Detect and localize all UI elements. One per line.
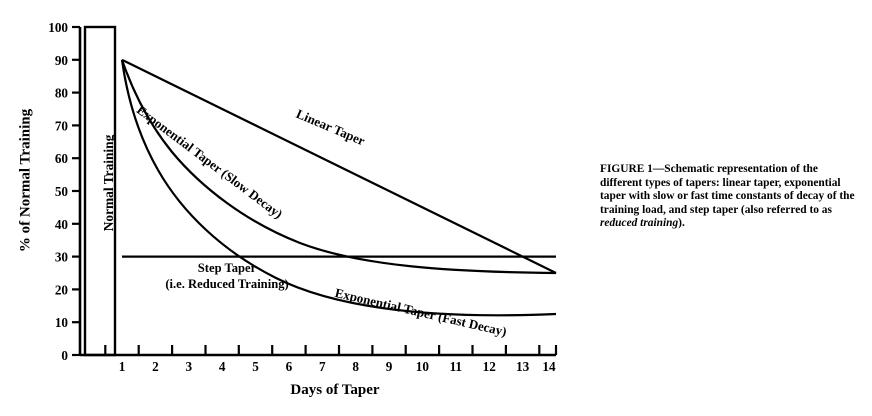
x-tick-11: 11 — [450, 359, 462, 374]
y-axis-title: % of Normal Training — [17, 108, 34, 253]
caption-figure-number: FIGURE 1 — [600, 163, 653, 175]
x-tick-labels: 1 2 3 4 5 6 7 8 9 10 11 12 13 14 — [119, 359, 556, 374]
normal-training-label: Normal Training — [101, 134, 116, 232]
caption-italic-term: reduced training — [600, 217, 679, 230]
x-tick-13: 13 — [516, 359, 530, 374]
y-tick-30: 30 — [55, 250, 69, 265]
y-tick-labels: 100 90 80 70 60 50 40 30 20 10 0 — [48, 20, 68, 363]
x-tick-3: 3 — [186, 359, 193, 374]
x-tick-14: 14 — [542, 359, 556, 374]
y-tick-40: 40 — [55, 217, 69, 232]
step-taper-label-line1: Step Taper — [197, 261, 257, 275]
y-tick-60: 60 — [55, 151, 69, 166]
y-tick-90: 90 — [55, 53, 69, 68]
x-axis-title: Days of Taper — [290, 382, 380, 398]
y-tick-50: 50 — [55, 184, 69, 199]
x-tick-9: 9 — [386, 359, 393, 374]
x-tick-4: 4 — [219, 359, 226, 374]
y-tick-100: 100 — [48, 20, 68, 35]
x-tick-7: 7 — [319, 359, 326, 374]
x-tick-12: 12 — [483, 359, 497, 374]
linear-taper-line — [121, 58, 557, 274]
x-tick-marks — [104, 345, 558, 355]
step-taper-label-line2: (i.e. Reduced Training) — [165, 276, 289, 291]
x-tick-1: 1 — [119, 359, 126, 374]
y-tick-marks — [72, 25, 80, 357]
figure-caption: FIGURE 1—Schematic representation of the… — [600, 163, 858, 231]
caption-dash: — — [652, 163, 665, 175]
caption-body-part1: Schematic representation of the differen… — [600, 163, 855, 216]
x-tick-8: 8 — [352, 359, 359, 374]
y-tick-80: 80 — [55, 86, 69, 101]
step-taper-label: Step Taper (i.e. Reduced Training) — [137, 261, 317, 292]
caption-body-part2: ). — [678, 217, 685, 230]
x-tick-2: 2 — [152, 359, 159, 374]
exponential-slow-decay-curve — [120, 59, 557, 275]
x-tick-6: 6 — [286, 359, 293, 374]
y-tick-10: 10 — [55, 315, 69, 330]
exponential-fast-decay-curve — [120, 59, 557, 317]
normal-training-block — [83, 25, 117, 357]
y-tick-0: 0 — [61, 348, 68, 363]
x-tick-5: 5 — [252, 359, 259, 374]
x-tick-10: 10 — [416, 359, 430, 374]
y-tick-70: 70 — [55, 118, 69, 133]
y-tick-20: 20 — [55, 282, 69, 297]
